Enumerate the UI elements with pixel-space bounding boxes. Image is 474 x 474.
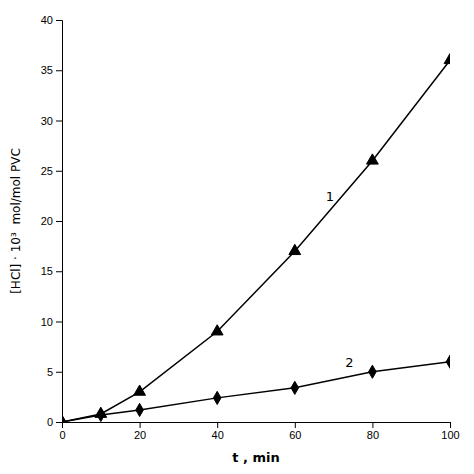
point — [136, 403, 144, 416]
x-tick-mark — [295, 422, 296, 428]
y-tick-mark — [56, 171, 62, 172]
series — [62, 355, 450, 422]
x-axis-title: t , min — [232, 450, 279, 465]
x-tick-label: 40 — [212, 429, 224, 441]
point — [367, 154, 379, 164]
x-tick-mark — [217, 422, 218, 428]
point — [446, 355, 450, 368]
y-tick-label: 40 — [41, 14, 53, 26]
y-axis-title: [HCl] · 10³ mol/mol PVC — [9, 148, 23, 294]
y-tick-label: 25 — [41, 165, 53, 177]
y-tick-label: 15 — [41, 265, 53, 277]
y-tick-mark — [56, 221, 62, 222]
x-axis-line — [63, 423, 451, 429]
y-tick-mark — [56, 322, 62, 323]
line — [62, 362, 450, 422]
y-tick: 5 — [47, 366, 62, 378]
y-tick-mark — [56, 70, 62, 71]
y-axis: 0 5 10 15 20 25 30 35 40 — [41, 14, 63, 428]
y-tick-label: 30 — [41, 115, 53, 127]
x-tick-label: 60 — [289, 429, 301, 441]
y-tick: 35 — [41, 64, 62, 76]
x-tick: 0 — [59, 422, 65, 441]
point — [211, 325, 223, 335]
x-tick-label: 80 — [367, 429, 379, 441]
y-tick: 20 — [41, 215, 62, 227]
y-tick-label: 35 — [41, 64, 53, 76]
point — [369, 365, 377, 378]
x-tick-label: 0 — [59, 429, 65, 441]
x-tick-label: 100 — [441, 429, 459, 441]
series — [62, 53, 450, 422]
y-tick-mark — [56, 121, 62, 122]
point — [444, 53, 450, 63]
point — [134, 385, 146, 395]
x-tick: 60 — [289, 422, 301, 441]
point — [289, 244, 301, 254]
x-tick: 80 — [367, 422, 379, 441]
y-tick: 15 — [41, 265, 62, 277]
annotation: 1 — [326, 189, 334, 204]
y-tick-mark — [56, 422, 62, 423]
y-tick-label: 5 — [47, 366, 53, 378]
annotation: 2 — [345, 355, 353, 370]
y-tick-mark — [56, 372, 62, 373]
x-tick: 40 — [212, 422, 224, 441]
x-tick-mark — [450, 422, 451, 428]
y-tick-label: 10 — [41, 316, 53, 328]
x-axis: 0 20 40 60 80 100 — [59, 422, 459, 441]
y-tick-label: 0 — [47, 416, 53, 428]
y-tick: 10 — [41, 316, 62, 328]
y-tick: 25 — [41, 165, 62, 177]
x-tick-mark — [140, 422, 141, 428]
y-tick: 0 — [47, 416, 62, 428]
point — [213, 391, 221, 404]
x-tick: 20 — [134, 422, 146, 441]
y-tick-mark — [56, 271, 62, 272]
y-tick-label: 20 — [41, 215, 53, 227]
point — [291, 381, 299, 394]
y-axis-line — [56, 21, 63, 423]
annotations: 12 — [326, 189, 354, 370]
line — [62, 60, 450, 422]
point — [97, 408, 105, 421]
point — [62, 415, 66, 422]
marks — [62, 53, 450, 422]
y-tick: 40 — [41, 14, 62, 26]
y-tick-mark — [56, 20, 62, 21]
plot: 020406080100051015202530354012 — [41, 14, 460, 441]
x-tick: 100 — [441, 422, 459, 441]
x-tick-mark — [372, 422, 373, 428]
chart: 020406080100051015202530354012t , min[HC… — [0, 0, 474, 474]
x-tick-label: 20 — [134, 429, 146, 441]
y-tick: 30 — [41, 115, 62, 127]
